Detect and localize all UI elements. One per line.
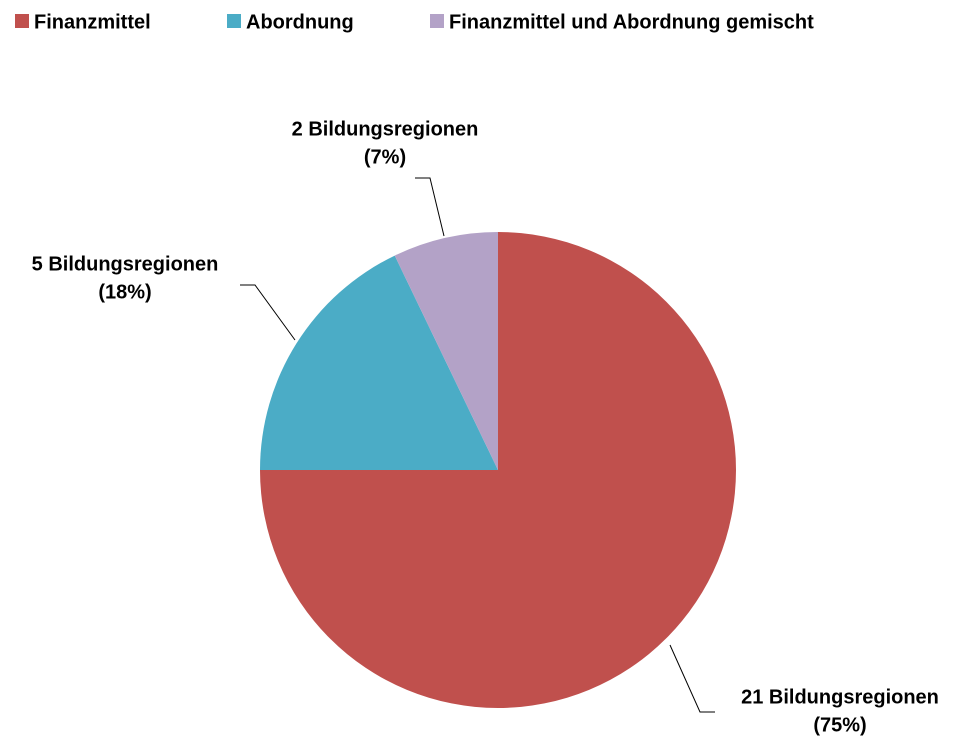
leader-line	[415, 177, 445, 237]
leader-line	[240, 284, 296, 341]
data-label: 21 Bildungsregionen	[741, 686, 939, 708]
legend-label: Abordnung	[246, 11, 354, 33]
data-label-percent: (75%)	[813, 714, 866, 736]
leader-line	[669, 644, 715, 713]
data-label-percent: (7%)	[364, 146, 406, 168]
legend-swatch	[15, 14, 29, 28]
pie-slice	[394, 232, 498, 470]
legend-swatch	[430, 14, 444, 28]
data-label: 2 Bildungsregionen	[292, 118, 479, 140]
data-label-percent: (18%)	[98, 281, 151, 303]
legend-label: Finanzmittel und Abordnung gemischt	[449, 11, 814, 33]
legend-label: Finanzmittel	[34, 11, 151, 33]
pie-slice	[260, 255, 498, 470]
legend-swatch	[227, 14, 241, 28]
data-label: 5 Bildungsregionen	[32, 253, 219, 275]
